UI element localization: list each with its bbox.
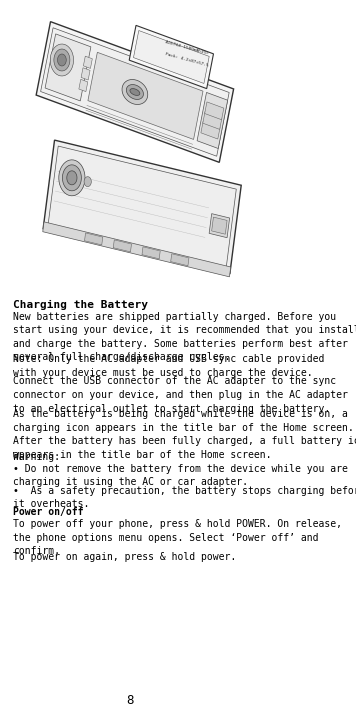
Polygon shape [84, 176, 91, 186]
Text: As the battery is being charged while the device is on, a
charging icon appears : As the battery is being charged while th… [13, 409, 356, 460]
Polygon shape [134, 31, 209, 83]
Polygon shape [130, 89, 140, 95]
Polygon shape [171, 254, 189, 266]
Polygon shape [41, 28, 229, 156]
Polygon shape [205, 102, 224, 120]
Text: Warning:: Warning: [13, 452, 60, 462]
Polygon shape [126, 85, 143, 100]
Polygon shape [48, 146, 236, 268]
Polygon shape [212, 217, 227, 234]
Polygon shape [88, 52, 203, 139]
Text: To power on again, press & hold power.: To power on again, press & hold power. [13, 551, 236, 561]
Polygon shape [83, 56, 92, 68]
Text: Connect the USB connector of the AC adapter to the sync
connector on your device: Connect the USB connector of the AC adap… [13, 376, 348, 414]
Polygon shape [36, 22, 234, 162]
Text: New batteries are shipped partially charged. Before you
start using your device,: New batteries are shipped partially char… [13, 311, 356, 362]
Polygon shape [113, 240, 131, 252]
Polygon shape [197, 92, 227, 148]
Polygon shape [203, 112, 222, 129]
Polygon shape [129, 25, 214, 89]
Text: ACE764 1500mAh35r: ACE764 1500mAh35r [164, 39, 209, 55]
Text: To power off your phone, press & hold POWER. On release,
the phone options menu : To power off your phone, press & hold PO… [13, 519, 342, 556]
Polygon shape [84, 233, 103, 245]
Polygon shape [50, 44, 74, 76]
Polygon shape [201, 121, 220, 139]
Polygon shape [59, 160, 85, 196]
Polygon shape [122, 80, 148, 105]
Text: Charging the Battery: Charging the Battery [13, 300, 148, 310]
Text: 8: 8 [126, 694, 134, 707]
Polygon shape [43, 222, 231, 277]
Text: Pack: 4.2×87×57.5: Pack: 4.2×87×57.5 [164, 52, 209, 67]
Text: Note: Only the AC adapter and USB sync cable provided
with your device must be u: Note: Only the AC adapter and USB sync c… [13, 354, 325, 378]
Polygon shape [209, 214, 230, 238]
Text: • Do not remove the battery from the device while you are
charging it using the : • Do not remove the battery from the dev… [13, 463, 348, 487]
Polygon shape [54, 49, 70, 71]
Polygon shape [142, 247, 160, 259]
Polygon shape [67, 171, 77, 185]
Polygon shape [43, 140, 241, 274]
Polygon shape [62, 165, 82, 191]
Polygon shape [81, 68, 90, 80]
Text: •  As a safety precaution, the battery stops charging before
it overheats.: • As a safety precaution, the battery st… [13, 485, 356, 509]
Polygon shape [58, 54, 66, 66]
Polygon shape [45, 34, 91, 101]
Text: Power on/off: Power on/off [13, 508, 84, 518]
Polygon shape [79, 80, 88, 92]
